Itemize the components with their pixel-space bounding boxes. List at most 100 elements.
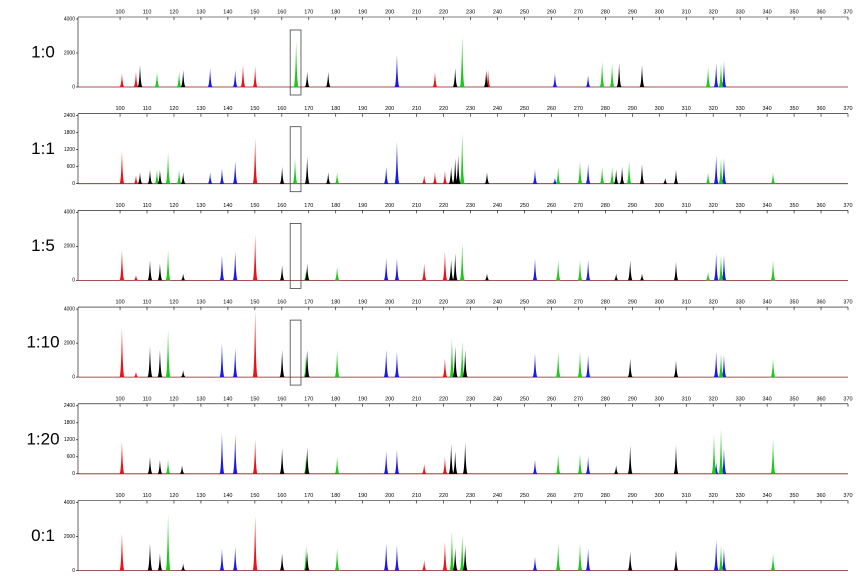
peak [304, 71, 310, 87]
peak [432, 71, 438, 87]
panel-label: 1:1 [31, 139, 55, 158]
peak [705, 271, 711, 281]
x-tick-label: 340 [763, 396, 772, 402]
x-tick-label: 180 [331, 106, 340, 112]
x-tick-label: 260 [547, 396, 556, 402]
x-tick-label: 130 [196, 9, 205, 15]
peak [705, 66, 711, 87]
x-tick-label: 350 [789, 106, 798, 112]
peak [232, 161, 238, 184]
x-tick-label: 140 [223, 396, 232, 402]
x-tick-label: 350 [789, 300, 798, 306]
peak [252, 234, 258, 281]
x-tick-label: 200 [385, 203, 394, 209]
x-tick-label: 260 [547, 106, 556, 112]
y-tick-label: 4000 [64, 210, 75, 216]
peak [532, 556, 538, 571]
y-tick-label: 2000 [64, 340, 75, 346]
peak [157, 349, 163, 378]
peak [165, 152, 171, 184]
peak [137, 172, 143, 184]
x-tick-label: 250 [520, 9, 529, 15]
peak [449, 338, 455, 378]
peak [532, 258, 538, 281]
x-tick-label: 150 [250, 493, 259, 499]
y-tick-label: 600 [67, 164, 76, 170]
x-tick-label: 320 [709, 300, 718, 306]
x-tick-label: 120 [169, 493, 178, 499]
peak [532, 169, 538, 184]
peak [147, 543, 153, 571]
x-tick-label: 280 [601, 493, 610, 499]
peak [599, 166, 605, 184]
peak [483, 70, 489, 87]
x-tick-label: 180 [331, 493, 340, 499]
peak [626, 161, 632, 184]
peak [585, 75, 591, 87]
panel-label: 1:10 [26, 333, 59, 352]
peak [207, 68, 213, 87]
peak [334, 548, 340, 571]
x-tick-label: 320 [709, 203, 718, 209]
peak [147, 346, 153, 378]
peak [119, 327, 125, 378]
x-tick-label: 210 [412, 493, 421, 499]
x-tick-label: 110 [143, 300, 152, 306]
x-tick-label: 210 [412, 396, 421, 402]
y-tick-label: 0 [72, 84, 75, 90]
x-tick-label: 140 [223, 493, 232, 499]
y-tick-label: 4000 [64, 500, 75, 506]
x-tick-label: 150 [250, 106, 259, 112]
x-tick-label: 130 [196, 106, 205, 112]
peak [484, 172, 490, 184]
peak [555, 166, 561, 184]
x-tick-label: 180 [331, 203, 340, 209]
peak [585, 548, 591, 571]
peak [119, 441, 125, 474]
x-tick-label: 340 [763, 203, 772, 209]
x-tick-label: 150 [250, 203, 259, 209]
peak [585, 456, 591, 474]
peak [325, 71, 331, 87]
peak [394, 351, 400, 378]
x-tick-label: 170 [304, 493, 313, 499]
peak [599, 61, 605, 87]
x-tick-label: 140 [223, 106, 232, 112]
peak [165, 249, 171, 281]
peak [718, 353, 724, 378]
x-tick-label: 230 [466, 203, 475, 209]
x-tick-label: 120 [169, 9, 178, 15]
x-tick-label: 110 [143, 203, 152, 209]
peak [304, 551, 310, 571]
x-tick-label: 300 [655, 106, 664, 112]
x-tick-label: 200 [385, 396, 394, 402]
peak [304, 349, 310, 378]
peak [639, 273, 645, 281]
x-tick-label: 160 [277, 300, 286, 306]
peak [180, 563, 186, 571]
peak [119, 533, 125, 571]
x-tick-label: 330 [736, 396, 745, 402]
peak [711, 434, 717, 474]
peak [718, 158, 724, 184]
peak [609, 166, 615, 184]
peak [639, 64, 645, 87]
peak [585, 163, 591, 184]
peak [462, 349, 468, 378]
peak [252, 66, 258, 87]
x-tick-label: 120 [169, 106, 178, 112]
x-tick-label: 250 [520, 493, 529, 499]
peak [232, 434, 238, 474]
peak [713, 462, 719, 474]
peak [613, 273, 619, 281]
x-tick-label: 370 [843, 9, 852, 15]
peak [303, 456, 309, 474]
x-tick-label: 260 [547, 493, 556, 499]
y-tick-label: 4000 [64, 306, 75, 312]
peak [459, 132, 465, 184]
peak [770, 438, 776, 474]
x-tick-label: 260 [547, 203, 556, 209]
peak [180, 70, 186, 87]
peak [552, 73, 558, 87]
peak [240, 64, 246, 87]
